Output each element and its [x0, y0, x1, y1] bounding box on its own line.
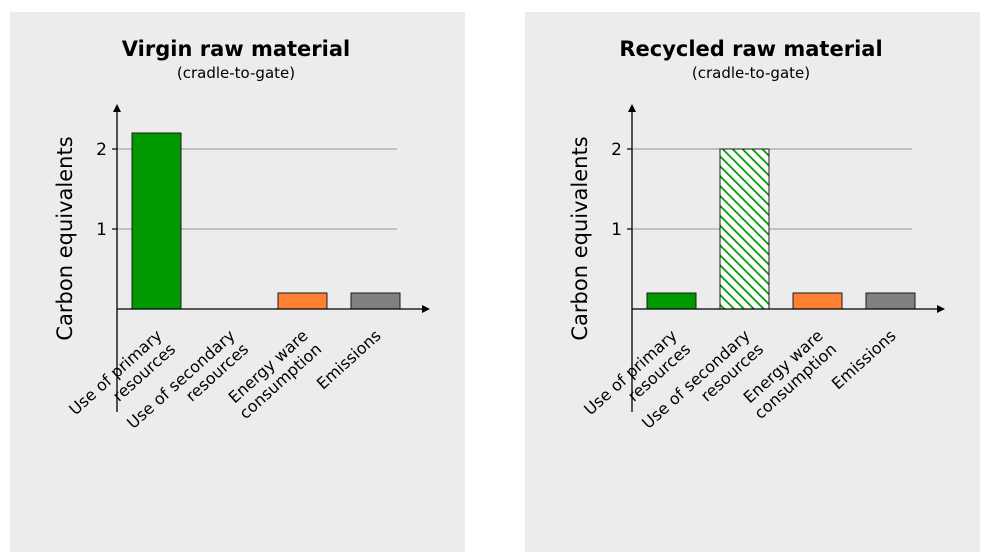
category-label: Emissions — [828, 326, 900, 393]
chart-panel-recycled: Recycled raw material (cradle-to-gate) 1 2 C… — [525, 12, 980, 552]
y-tick-label: 1 — [96, 220, 107, 240]
chart-panel-virgin: Virgin raw material (cradle-to-gate) 1 2 Car… — [10, 12, 465, 552]
chart-title: Virgin raw material — [122, 37, 350, 61]
virgin-chart: Virgin raw material (cradle-to-gate) 1 2 Car… — [53, 37, 430, 433]
y-axis-arrow — [628, 104, 636, 112]
bar-1 — [646, 292, 697, 310]
bar-4 — [865, 292, 916, 310]
category-label: Emissions — [313, 326, 385, 393]
chart-subtitle: (cradle-to-gate) — [177, 64, 295, 82]
y-tick-label: 2 — [611, 140, 622, 160]
recycled-chart: Recycled raw material (cradle-to-gate) 1 2C… — [568, 37, 945, 433]
bar-2 — [719, 148, 770, 310]
y-axis-arrow — [113, 104, 121, 112]
x-axis-arrow — [937, 305, 945, 313]
bar-1 — [131, 132, 182, 310]
y-tick-label: 1 — [611, 220, 622, 240]
y-axis-label: Carbon equivalents — [568, 136, 592, 340]
bar-4 — [350, 292, 401, 310]
bar-3 — [277, 292, 328, 310]
chart-title: Recycled raw material — [619, 37, 882, 61]
chart-subtitle: (cradle-to-gate) — [692, 64, 810, 82]
bar-3 — [792, 292, 843, 310]
x-axis-arrow — [422, 305, 430, 313]
y-axis-label: Carbon equivalents — [53, 136, 77, 340]
y-tick-label: 2 — [96, 140, 107, 160]
